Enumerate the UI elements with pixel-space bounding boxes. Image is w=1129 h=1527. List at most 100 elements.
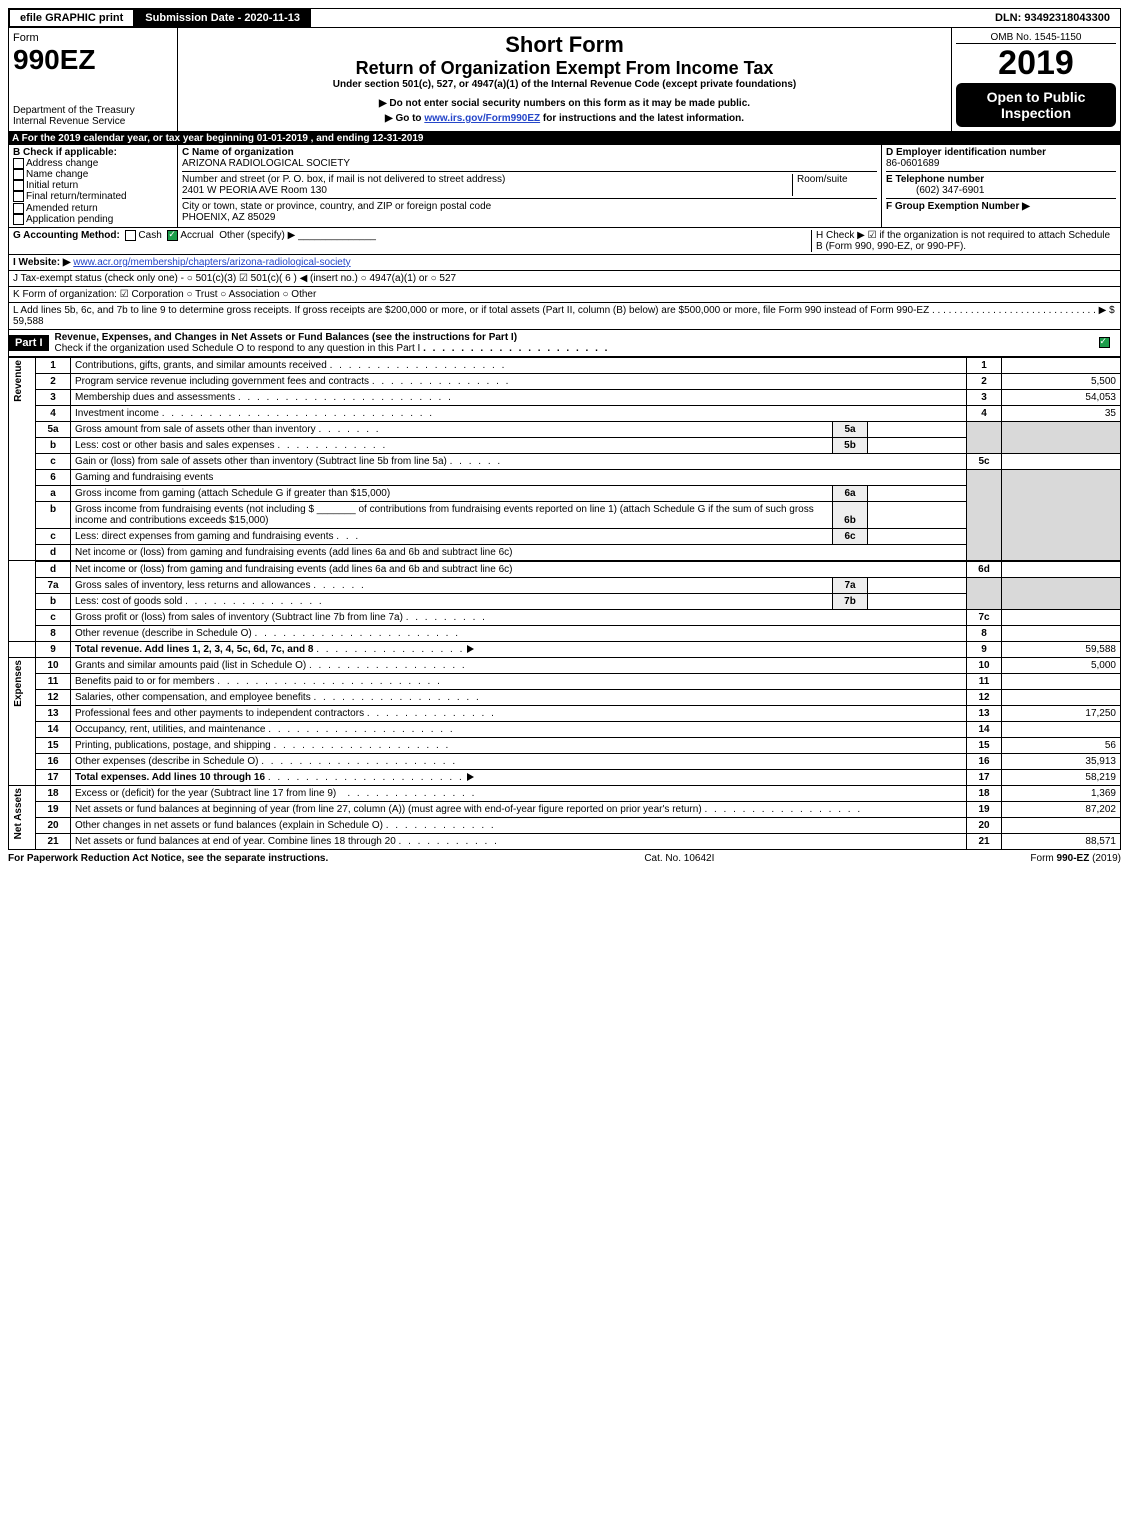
line-8-amt (1002, 625, 1121, 641)
line-3-desc: Membership dues and assessments . . . . … (71, 389, 967, 405)
phone-value: (602) 347-6901 (886, 185, 984, 196)
line-2-amt: 5,500 (1002, 373, 1121, 389)
org-info-block: B Check if applicable: Address change Na… (8, 145, 1121, 228)
netassets-section-label: Net Assets (13, 788, 24, 839)
line-6d-amt (1002, 561, 1121, 577)
line-5a-desc: Gross amount from sale of assets other t… (71, 422, 833, 437)
line-9-amt: 59,588 (1002, 641, 1121, 657)
page-footer: For Paperwork Reduction Act Notice, see … (8, 850, 1121, 864)
line-16-desc: Other expenses (describe in Schedule O) … (71, 753, 967, 769)
lines-table: Revenue 1 Contributions, gifts, grants, … (8, 357, 1121, 561)
line-10-amt: 5,000 (1002, 657, 1121, 673)
line-12-desc: Salaries, other compensation, and employ… (71, 689, 967, 705)
short-form-title: Short Form (182, 32, 947, 58)
org-city: PHOENIX, AZ 85029 (182, 212, 877, 223)
section-f: F Group Exemption Number ▶ (886, 198, 1116, 212)
room-suite-label: Room/suite (792, 174, 877, 196)
ssn-note: ▶ Do not enter social security numbers o… (182, 98, 947, 109)
line-7c-amt (1002, 609, 1121, 625)
part-1-label: Part I (9, 335, 49, 351)
section-j: J Tax-exempt status (check only one) - ○… (8, 271, 1121, 287)
lines-table-2: dNet income or (loss) from gaming and fu… (8, 561, 1121, 850)
line-14-amt (1002, 721, 1121, 737)
section-d: D Employer identification number 86-0601… (886, 147, 1116, 169)
part-1-checkbox[interactable] (1099, 337, 1110, 348)
line-7b-desc: Less: cost of goods sold . . . . . . . .… (71, 594, 833, 609)
line-11-amt (1002, 673, 1121, 689)
website-link[interactable]: www.acr.org/membership/chapters/arizona-… (73, 257, 350, 268)
return-title: Return of Organization Exempt From Incom… (182, 58, 947, 79)
arrow-icon (467, 645, 474, 653)
line-7a-desc: Gross sales of inventory, less returns a… (71, 578, 833, 593)
omb-label: OMB No. 1545-1150 (956, 32, 1116, 44)
section-k: K Form of organization: ☑ Corporation ○ … (8, 287, 1121, 303)
line-13-desc: Professional fees and other payments to … (71, 705, 967, 721)
section-c: C Name of organization ARIZONA RADIOLOGI… (178, 145, 881, 227)
top-bar: efile GRAPHIC print Submission Date - 20… (8, 8, 1121, 28)
part-1-header: Part I Revenue, Expenses, and Changes in… (8, 330, 1121, 357)
section-e: E Telephone number (602) 347-6901 (886, 171, 1116, 196)
line-15-desc: Printing, publications, postage, and shi… (71, 737, 967, 753)
dept-label: Department of the Treasury (13, 105, 173, 116)
line-21-desc: Net assets or fund balances at end of ye… (71, 833, 967, 849)
line-19-desc: Net assets or fund balances at beginning… (71, 801, 967, 817)
line-5b-desc: Less: cost or other basis and sales expe… (71, 438, 833, 453)
line-20-desc: Other changes in net assets or fund bala… (71, 817, 967, 833)
footer-left: For Paperwork Reduction Act Notice, see … (8, 853, 328, 864)
submission-date-button[interactable]: Submission Date - 2020-11-13 (134, 9, 311, 27)
line-5c-desc: Gain or (loss) from sale of assets other… (71, 453, 967, 469)
line-8-desc: Other revenue (describe in Schedule O) .… (71, 625, 967, 641)
efile-button[interactable]: efile GRAPHIC print (9, 9, 134, 27)
org-name: ARIZONA RADIOLOGICAL SOCIETY (182, 158, 877, 169)
line-18-amt: 1,369 (1002, 785, 1121, 801)
line-9-desc: Total revenue. Add lines 1, 2, 3, 4, 5c,… (71, 641, 967, 657)
line-3-amt: 54,053 (1002, 389, 1121, 405)
form-number: 990EZ (13, 44, 173, 76)
line-12-amt (1002, 689, 1121, 705)
irs-link[interactable]: www.irs.gov/Form990EZ (424, 113, 540, 124)
section-g-h: G Accounting Method: Cash Accrual Other … (8, 228, 1121, 255)
line-11-desc: Benefits paid to or for members . . . . … (71, 673, 967, 689)
expenses-section-label: Expenses (13, 660, 24, 707)
line-15-amt: 56 (1002, 737, 1121, 753)
section-h: H Check ▶ ☑ if the organization is not r… (811, 230, 1116, 252)
line-13-amt: 17,250 (1002, 705, 1121, 721)
line-7c-desc: Gross profit or (loss) from sales of inv… (71, 609, 967, 625)
arrow-icon (467, 773, 474, 781)
form-word: Form (13, 32, 173, 44)
line-21-amt: 88,571 (1002, 833, 1121, 849)
line-10-desc: Grants and similar amounts paid (list in… (71, 657, 967, 673)
form-header: Form 990EZ Department of the Treasury In… (8, 28, 1121, 132)
line-17-desc: Total expenses. Add lines 10 through 16 … (71, 769, 967, 785)
line-1-amt (1002, 357, 1121, 373)
open-inspection-box: Open to Public Inspection (956, 83, 1116, 127)
revenue-section-label: Revenue (13, 360, 24, 402)
line-4-amt: 35 (1002, 405, 1121, 421)
irs-label: Internal Revenue Service (13, 116, 173, 127)
line-17-amt: 58,219 (1002, 769, 1121, 785)
line-6d-desc2: Net income or (loss) from gaming and fun… (71, 561, 967, 577)
section-l: L Add lines 5b, 6c, and 7b to line 9 to … (8, 303, 1121, 330)
ein-value: 86-0601689 (886, 158, 939, 169)
line-6-desc: Gaming and fundraising events (71, 469, 967, 485)
section-b: B Check if applicable: Address change Na… (9, 145, 178, 227)
line-14-desc: Occupancy, rent, utilities, and maintena… (71, 721, 967, 737)
line-19-amt: 87,202 (1002, 801, 1121, 817)
line-6b-desc: Gross income from fundraising events (no… (71, 502, 833, 528)
line-6c-desc: Less: direct expenses from gaming and fu… (71, 529, 833, 544)
line-6a-desc: Gross income from gaming (attach Schedul… (71, 486, 833, 501)
line-a: A For the 2019 calendar year, or tax yea… (8, 132, 1121, 145)
line-1-desc: Contributions, gifts, grants, and simila… (71, 357, 967, 373)
line-6d-desc: Net income or (loss) from gaming and fun… (71, 544, 967, 560)
footer-right: Form 990-EZ (2019) (1030, 853, 1121, 864)
section-i: I Website: ▶ www.acr.org/membership/chap… (8, 255, 1121, 271)
goto-note: ▶ Go to www.irs.gov/Form990EZ for instru… (182, 113, 947, 124)
line-20-amt (1002, 817, 1121, 833)
org-address: 2401 W PEORIA AVE Room 130 (182, 185, 792, 196)
line-4-desc: Investment income . . . . . . . . . . . … (71, 405, 967, 421)
line-16-amt: 35,913 (1002, 753, 1121, 769)
line-18-desc: Excess or (deficit) for the year (Subtra… (71, 785, 967, 801)
dln-label: DLN: 93492318043300 (985, 10, 1120, 26)
tax-year: 2019 (956, 44, 1116, 83)
line-2-desc: Program service revenue including govern… (71, 373, 967, 389)
